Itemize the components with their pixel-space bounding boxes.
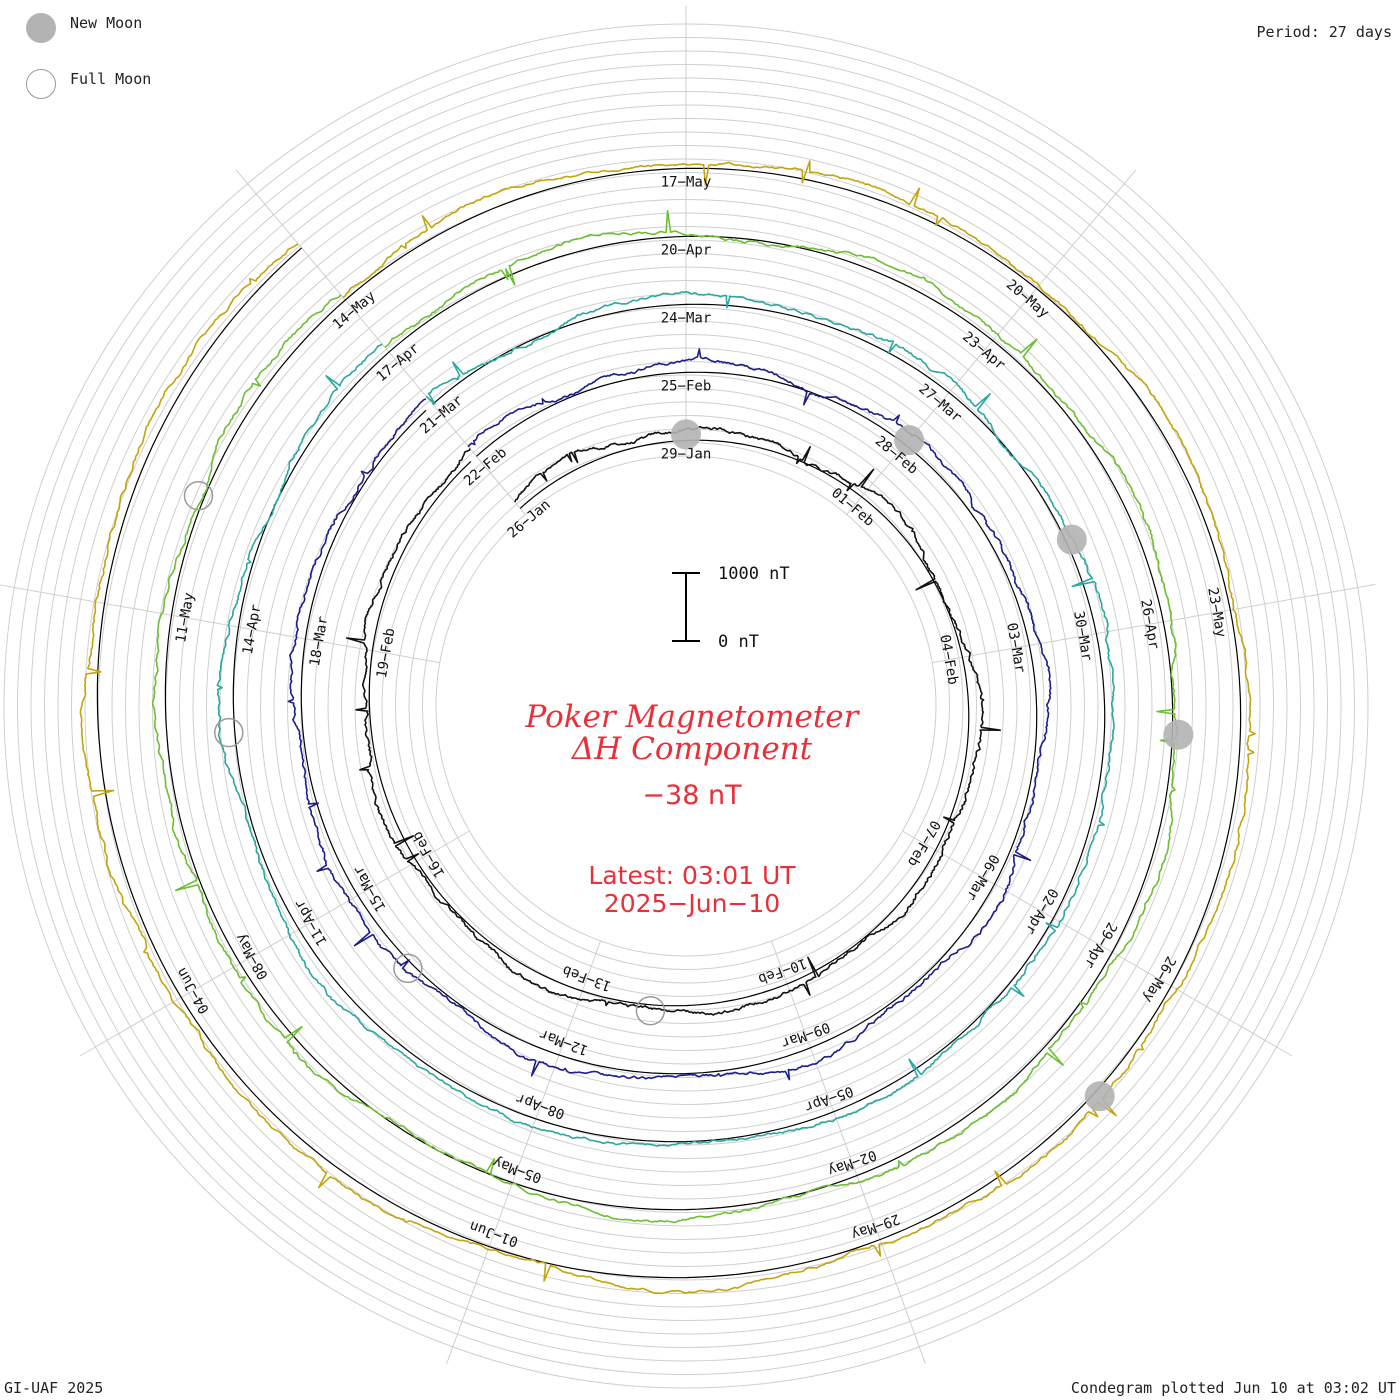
date-label: 01−Feb <box>828 485 877 530</box>
baseline-rotation-5 <box>96 167 1242 1279</box>
trace-rotation-4 <box>151 210 1179 1224</box>
date-label: 20−Apr <box>661 242 712 258</box>
date-label: 08−Apr <box>514 1090 567 1122</box>
date-label: 06−Mar <box>963 851 1002 903</box>
moon-layer <box>183 419 1194 1112</box>
date-label: 29−May <box>849 1210 902 1242</box>
new-moon-marker <box>1056 524 1087 555</box>
date-label: 18−Mar <box>307 615 332 668</box>
footer-plot-time: Condegram plotted Jun 10 at 03:02 UT <box>1070 1379 1396 1397</box>
date-label: 07−Feb <box>904 817 943 869</box>
full-moon-marker <box>214 717 244 748</box>
scale-bar-top-label: 1000 nT <box>718 564 790 584</box>
date-label: 01−Jun <box>467 1217 520 1249</box>
trace-rotation-5 <box>79 160 1256 1295</box>
date-label: 26−May <box>1139 953 1178 1005</box>
date-label: 05−Apr <box>802 1082 855 1114</box>
date-label: 09−Mar <box>779 1019 832 1051</box>
baseline-rotation-4 <box>164 235 1174 1211</box>
date-label: 30−Mar <box>1070 610 1095 663</box>
trace-rotation-3 <box>216 291 1115 1147</box>
date-label: 17−May <box>661 174 712 190</box>
new-moon-icon <box>26 13 56 43</box>
grid-spoke <box>235 169 526 515</box>
grid-spoke <box>902 830 1293 1057</box>
date-label: 24−Mar <box>661 310 712 326</box>
center-title: Poker Magnetometer ΔH Component −38 nT L… <box>525 699 861 918</box>
grid-spoke <box>932 583 1376 664</box>
footer-credit: GI-UAF 2025 <box>4 1379 104 1397</box>
new-moon-marker <box>671 419 701 450</box>
new-moon-marker <box>1163 719 1194 750</box>
scale-bar-bottom-label: 0 nT <box>718 632 759 652</box>
date-label: 19−Feb <box>374 627 399 680</box>
date-label: 12−Mar <box>537 1026 590 1058</box>
title-line2: ΔH Component <box>571 731 813 767</box>
date-label: 23−May <box>1204 586 1229 639</box>
date-label: 10−Feb <box>756 955 809 987</box>
date-label: 13−Feb <box>560 962 613 994</box>
grid-spoke <box>846 169 1137 515</box>
grid-layer <box>0 6 1376 1389</box>
full-moon-marker <box>183 480 214 511</box>
trace-rotation-2 <box>287 348 1052 1081</box>
baseline-rotation-3 <box>232 303 1106 1143</box>
date-label: 29−Jan <box>661 446 712 462</box>
date-label: 26−Apr <box>1137 598 1162 651</box>
date-label: 03−Mar <box>1003 622 1028 675</box>
date-label: 26−Jan <box>505 497 554 542</box>
trace-rotation-1 <box>345 425 1001 1016</box>
date-label: 27−Mar <box>915 381 964 426</box>
full-moon-marker <box>635 995 666 1026</box>
grid-spoke <box>446 940 601 1364</box>
period-label: Period: 27 days <box>1256 23 1392 41</box>
title-line1: Poker Magnetometer <box>525 699 861 735</box>
baseline-rotation-1 <box>368 439 970 1007</box>
date-label: 05−May <box>491 1153 544 1185</box>
series-layer <box>79 160 1256 1295</box>
latest-date: 2025−Jun−10 <box>604 889 780 918</box>
full-moon-label: Full Moon <box>70 70 152 88</box>
latest-time: Latest: 03:01 UT <box>588 861 796 890</box>
current-value: −38 nT <box>642 780 742 811</box>
date-label: 04−Feb <box>936 633 961 686</box>
full-moon-icon <box>26 69 56 99</box>
new-moon-marker <box>1084 1081 1115 1112</box>
new-moon-label: New Moon <box>70 14 143 32</box>
grid-spoke <box>79 830 470 1057</box>
full-moon-marker <box>393 953 423 984</box>
new-moon-marker <box>894 425 925 456</box>
scale-bar: 1000 nT 0 nT <box>672 564 790 652</box>
grid-spoke <box>771 940 926 1364</box>
date-label: 02−May <box>826 1146 879 1178</box>
grid-spoke <box>0 584 440 664</box>
date-label: 25−Feb <box>661 378 712 394</box>
